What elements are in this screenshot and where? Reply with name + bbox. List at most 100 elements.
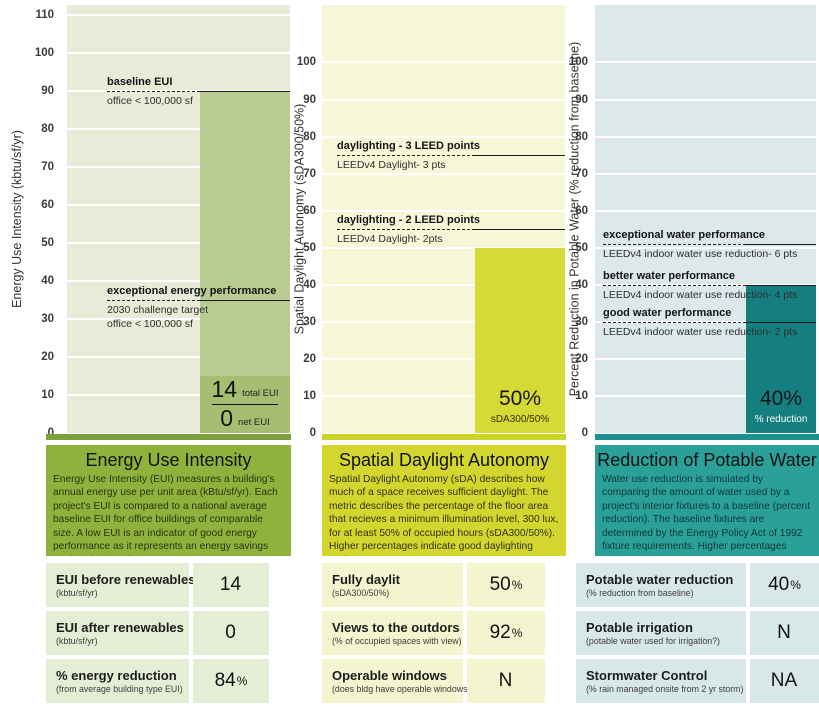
- metric-sublabel: (% rain managed onsite from 2 yr storm): [586, 684, 744, 694]
- y-tick-label: 110: [35, 8, 54, 21]
- plot-area: 50% sDA300/50% daylighting - 3 LEED poin…: [322, 5, 565, 433]
- metric-sublabel: (potable water used for irrigation?): [586, 636, 720, 646]
- y-axis-ticks: 0 10 20 30 40 50 60 70 80 90 100: [564, 5, 590, 439]
- y-tick-label: 90: [303, 93, 316, 106]
- y-tick-label: 10: [575, 389, 588, 402]
- gridline: [595, 172, 816, 175]
- y-tick-label: 50: [303, 241, 316, 254]
- x-axis-strip: [46, 434, 291, 440]
- table-row: Fully daylit (sDA300/50%) 50%: [322, 563, 545, 607]
- total-eui-value: 14: [211, 376, 238, 403]
- gridline: [322, 172, 565, 175]
- metric-value-cell: 92%: [467, 611, 545, 655]
- bar-value-small: sDA300/50%: [490, 414, 550, 425]
- y-tick-label: 40: [41, 274, 54, 287]
- total-eui-row: 14 total EUI: [200, 376, 290, 404]
- table-row: % energy reduction (from average buildin…: [46, 659, 269, 703]
- y-tick-label: 40: [575, 278, 588, 291]
- metric-label: EUI before renewables: [56, 572, 196, 587]
- gridline: [67, 279, 290, 282]
- metric-value-cell: 14: [193, 563, 269, 607]
- reference-line-sublabel: office < 100,000 sf: [107, 94, 193, 107]
- y-tick-label: 40: [303, 278, 316, 291]
- total-eui-unit: total EUI: [242, 387, 279, 399]
- metric-description: Energy Use Intensity (EUI) measures a bu…: [53, 474, 278, 556]
- table-row: EUI before renewables (kbtu/sf/yr) 14: [46, 563, 269, 607]
- gridline: [322, 246, 565, 249]
- potable-water-reduction-chart: Percent Reduction in Potable Water (% re…: [558, 0, 819, 707]
- bar-value-big: 50%: [498, 387, 542, 410]
- metric-value: NA: [770, 670, 798, 691]
- metric-label: Potable water reduction: [586, 572, 734, 587]
- net-eui-value: 0: [220, 405, 234, 432]
- metric-sublabel: (kbtu/sf/yr): [56, 588, 98, 598]
- metric-sublabel: (% of occupied spaces with view): [332, 636, 462, 646]
- gridline: [67, 393, 290, 396]
- reference-line-dash: [603, 244, 746, 246]
- gridline: [67, 13, 290, 16]
- metric-label: Potable irrigation: [586, 620, 693, 635]
- metric-value: N: [777, 622, 791, 643]
- reference-line-solid: [746, 284, 816, 286]
- y-tick-label: 70: [41, 160, 54, 173]
- gridline: [67, 203, 290, 206]
- metric-value: N: [498, 670, 513, 691]
- gridline: [322, 209, 565, 212]
- metric-label-cell: EUI before renewables (kbtu/sf/yr): [46, 563, 196, 607]
- reference-line-label: daylighting - 2 LEED points: [337, 214, 480, 227]
- gridline: [595, 209, 816, 212]
- metric-label-cell: % energy reduction (from average buildin…: [46, 659, 189, 703]
- y-axis-label: Energy Use Intensity (kbtu/sf/yr): [6, 5, 28, 433]
- metric-label-cell: Stormwater Control (% rain managed onsit…: [576, 659, 746, 703]
- gridline: [322, 135, 565, 138]
- metric-sublabel: (does bldg have operable windows?): [332, 684, 476, 694]
- y-tick-label: 10: [41, 388, 54, 401]
- metric-sublabel: (from average building type EUI): [56, 684, 183, 694]
- bar-value-big: 40%: [759, 387, 803, 410]
- reference-line-sublabel: LEEDv4 Daylight- 2pts: [337, 233, 443, 246]
- table-row: Potable irrigation (potable water used f…: [576, 611, 819, 655]
- metric-description: Water use reduction is simulated by comp…: [602, 474, 811, 556]
- metric-label: % energy reduction: [56, 668, 177, 683]
- metric-value-cell: 50%: [467, 563, 545, 607]
- net-eui-row: 0 net EUI: [200, 405, 290, 433]
- bar-value-label: 50% sDA300/50%: [475, 387, 565, 425]
- reference-line-label: daylighting - 3 LEED points: [337, 140, 480, 153]
- plot-area: 14 total EUI 0 net EUI baseline EUI offic…: [67, 5, 290, 433]
- metric-value-cell: 84%: [193, 659, 269, 703]
- spatial-daylight-autonomy-chart: Spatial Daylight Autonomy (sDA300/50%) 0…: [286, 0, 566, 707]
- energy-use-intensity-chart: Energy Use Intensity (kbtu/sf/yr) 0 10 20 3…: [4, 0, 291, 707]
- metric-value: 14: [219, 574, 242, 595]
- metric-value: 84: [214, 670, 236, 691]
- y-tick-label: 90: [41, 84, 54, 97]
- y-tick-label: 100: [568, 56, 588, 69]
- gridline: [67, 165, 290, 168]
- gridline: [595, 357, 816, 360]
- fraction-divider: [212, 403, 278, 405]
- y-tick-label: 20: [41, 350, 54, 363]
- reference-line-label: good water performance: [603, 306, 732, 319]
- y-axis-ticks: 0 10 20 30 40 50 60 70 80 90 100: [294, 5, 318, 439]
- gridline: [322, 98, 565, 101]
- y-tick-label: 20: [575, 352, 588, 365]
- y-tick-label: 0: [309, 427, 316, 439]
- metric-sublabel: (sDA300/50%): [332, 588, 390, 598]
- gridline: [322, 283, 565, 286]
- y-tick-label: 20: [303, 352, 316, 365]
- metric-sublabel: (kbtu/sf/yr): [56, 636, 98, 646]
- y-tick-label: 50: [575, 241, 588, 254]
- reference-line-dash: [603, 284, 746, 286]
- gridline: [322, 357, 565, 360]
- reference-line-sublabel: 2030 challenge target office < 100,000 sf: [107, 303, 208, 330]
- reference-line-sublabel: LEEDv4 indoor water use reduction- 6 pts: [603, 248, 798, 261]
- x-axis-strip: [322, 434, 566, 440]
- metric-value: 0: [225, 622, 236, 643]
- metric-label-cell: Fully daylit (sDA300/50%): [322, 563, 463, 607]
- metric-label: Operable windows: [332, 668, 447, 683]
- reference-line-solid: [475, 155, 565, 157]
- y-tick-label: 50: [41, 236, 54, 249]
- metric-value: 92: [489, 622, 511, 643]
- metric-value-suffix: %: [511, 578, 523, 592]
- metric-sublabel: (% reduction from baseline): [586, 588, 694, 598]
- gridline: [595, 394, 816, 397]
